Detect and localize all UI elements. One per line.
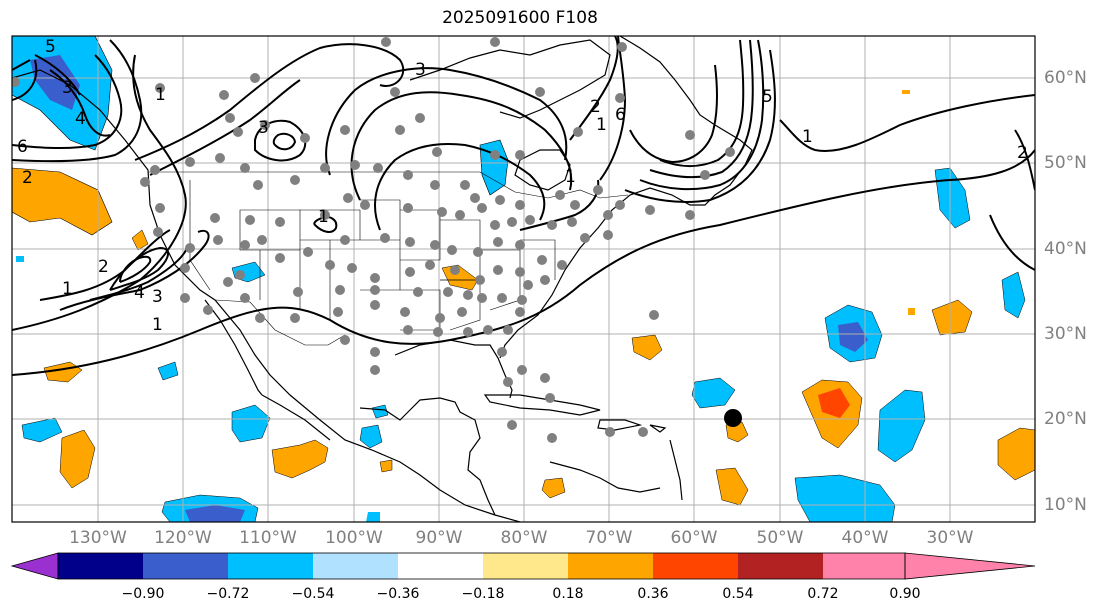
lon-label: 40°W xyxy=(841,528,889,548)
contour-label: 4 xyxy=(75,109,86,129)
contour-label: 5 xyxy=(45,37,56,57)
contour-label: 2 xyxy=(1017,143,1028,163)
lon-label: 120°W xyxy=(154,528,212,548)
contour-label: 3 xyxy=(258,118,269,138)
colorbar-segment xyxy=(58,553,143,579)
colorbar-segment xyxy=(398,553,483,579)
lat-label: 20°N xyxy=(1044,409,1087,429)
lat-label: 40°N xyxy=(1044,239,1087,259)
tropical-cyclone-marker xyxy=(724,409,742,427)
colorbar-tick-label: 0.72 xyxy=(807,586,839,602)
map-title: 2025091600 F108 xyxy=(442,8,598,28)
colorbar-segment xyxy=(228,553,313,579)
colorbar-segment xyxy=(568,553,653,579)
contour-label: 1 xyxy=(152,315,163,335)
lat-label: 30°N xyxy=(1044,324,1087,344)
contour-label: 1 xyxy=(318,207,329,227)
lon-label: 70°W xyxy=(585,528,633,548)
colorbar-tick-label: −0.18 xyxy=(461,586,505,602)
contour-label: 1 xyxy=(802,127,813,147)
anomaly-shading xyxy=(12,36,1035,522)
contour-label: 4 xyxy=(134,283,145,303)
colorbar-tick-label: 0.18 xyxy=(552,586,584,602)
coastlines xyxy=(12,36,753,522)
contour-label: 2 xyxy=(98,257,109,277)
contour-label: 1 xyxy=(155,85,166,105)
colorbar-segment xyxy=(483,553,568,579)
contour-label: 3 xyxy=(415,60,426,80)
contour-label: 3 xyxy=(152,287,163,307)
map-frame xyxy=(11,35,1036,523)
graticule xyxy=(12,36,1035,522)
colorbar-tick-label: −0.54 xyxy=(291,586,335,602)
lon-label: 130°W xyxy=(69,528,127,548)
contour-label: 1 xyxy=(565,167,576,187)
colorbar-tick-label: −0.36 xyxy=(376,586,420,602)
colorbar-extend-low xyxy=(10,552,59,580)
colorbar-segment xyxy=(823,553,905,579)
lon-label: 90°W xyxy=(415,528,463,548)
colorbar-extend-high xyxy=(904,552,1036,580)
contour-label: 6 xyxy=(17,137,28,157)
contour-label: 6 xyxy=(615,105,626,125)
colorbar-tick-label: −0.90 xyxy=(121,586,165,602)
station-dots xyxy=(12,37,735,443)
contour-label: 1 xyxy=(596,115,607,135)
lat-label: 50°N xyxy=(1044,153,1087,173)
anomaly-contours xyxy=(12,36,1035,376)
lat-label: 10°N xyxy=(1044,495,1087,515)
contour-label: 2 xyxy=(590,97,601,117)
colorbar-tick-label: 0.54 xyxy=(722,586,754,602)
contour-labels: 6 3 4 5 2 1 1 2 4 3 1 3 4 6 1 3 5 1 2 1 … xyxy=(17,37,1028,335)
colorbar-segment xyxy=(313,553,398,579)
colorbar-segment xyxy=(653,553,738,579)
lon-label: 100°W xyxy=(325,528,383,548)
contour-label: 2 xyxy=(22,168,33,188)
colorbar xyxy=(10,552,1036,580)
lon-label: 60°W xyxy=(670,528,718,548)
lon-label: 50°W xyxy=(756,528,804,548)
colorbar-tick-label: 0.36 xyxy=(637,586,669,602)
contour-label: 3 xyxy=(62,78,73,98)
lon-label: 110°W xyxy=(239,528,297,548)
lon-label: 80°W xyxy=(500,528,548,548)
lat-label: 60°N xyxy=(1044,68,1087,88)
colorbar-tick-label: 0.90 xyxy=(889,586,921,602)
colorbar-segment xyxy=(143,553,228,579)
colorbar-segment xyxy=(738,553,823,579)
contour-label: 5 xyxy=(762,87,773,107)
contour-label: 1 xyxy=(62,279,73,299)
lon-label: 30°W xyxy=(926,528,974,548)
colorbar-tick-label: −0.72 xyxy=(206,586,250,602)
